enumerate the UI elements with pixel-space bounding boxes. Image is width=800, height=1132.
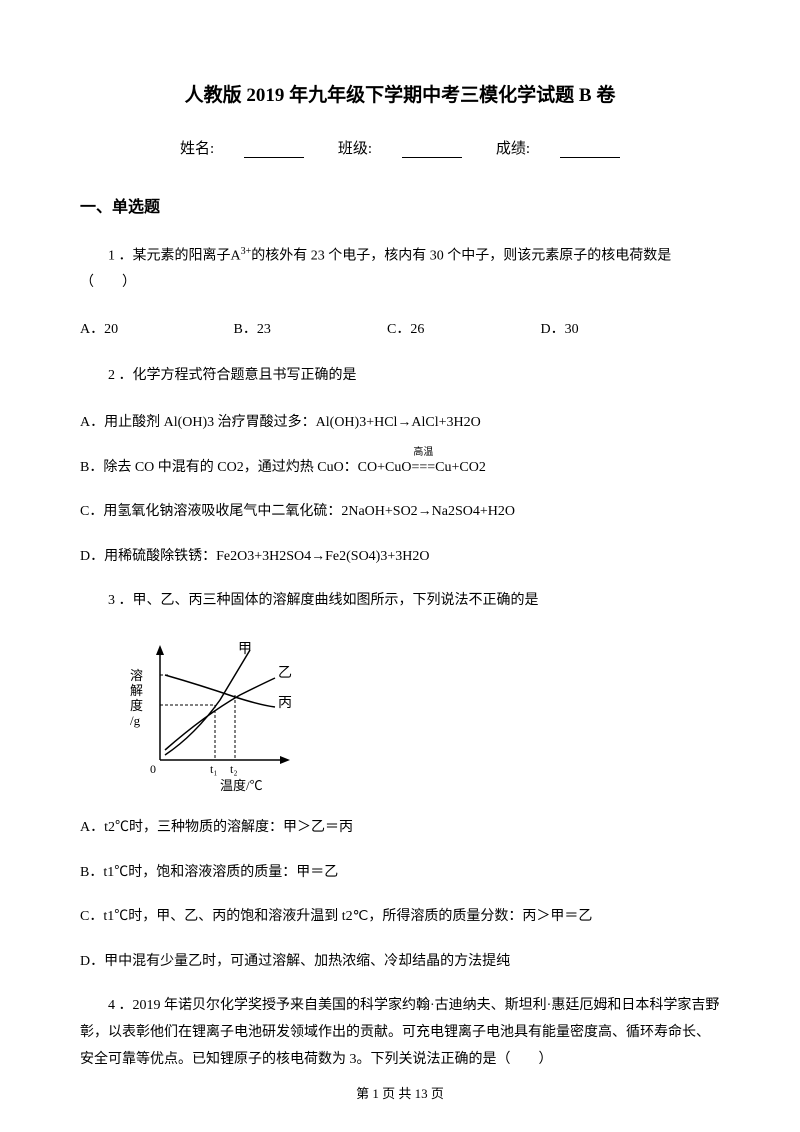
question-2: 2 ．化学方程式符合题意且书写正确的是 [80, 363, 720, 390]
class-blank [402, 144, 462, 158]
svg-text:/g: /g [130, 713, 141, 728]
q1-options: A．20 B．23 C．26 D．30 [80, 317, 720, 344]
svg-text:温度/℃: 温度/℃ [220, 778, 263, 793]
question-1: 1 ．某元素的阳离子A3+的核外有 23 个电子，核内有 30 个中子，则该元素… [80, 242, 720, 297]
q1-option-a: A．20 [80, 317, 230, 344]
q1-option-c: C．26 [387, 317, 537, 344]
svg-text:乙: 乙 [278, 665, 292, 681]
svg-text:解: 解 [130, 683, 143, 698]
q3-option-b: B．t1℃时，饱和溶液溶质的质量：甲＝乙 [80, 860, 720, 887]
q2-option-a: A．用止酸剂 Al(OH)3 治疗胃酸过多：Al(OH)3+HCl→AlCl+3… [80, 410, 720, 437]
svg-text:甲: 甲 [238, 642, 252, 657]
q2-option-d: D．用稀硫酸除铁锈：Fe2O3+3H2SO4→Fe2(SO4)3+3H2O [80, 544, 720, 571]
svg-text:度: 度 [130, 698, 143, 713]
name-label: 姓名: [180, 141, 214, 157]
q1-option-b: B．23 [234, 317, 384, 344]
question-3: 3 ．甲、乙、丙三种固体的溶解度曲线如图所示，下列说法不正确的是 [80, 588, 720, 615]
q2-option-b: B．除去 CO 中混有的 CO2，通过灼热 CuO：CO+CuO高温===Cu+… [80, 455, 720, 482]
question-4: 4 ．2019 年诺贝尔化学奖授予来自美国的科学家约翰·古迪纳夫、斯坦利·惠廷厄… [80, 993, 720, 1073]
section-header: 一、单选题 [80, 193, 720, 217]
q3-option-a: A．t2℃时，三种物质的溶解度：甲＞乙＝丙 [80, 815, 720, 842]
q2b-overtext: 高温 [413, 443, 433, 462]
q1-superscript: 3+ [241, 246, 252, 257]
svg-text:溶: 溶 [130, 668, 143, 683]
svg-text:t₂: t₂ [230, 762, 238, 776]
page-title: 人教版 2019 年九年级下学期中考三模化学试题 B 卷 [80, 80, 720, 107]
chart-svg: 溶 解 度 /g 0 甲 乙 丙 t₁ t₂ 温度/℃ [120, 635, 320, 795]
q1-text-pre: 1 ．某元素的阳离子A [108, 249, 241, 264]
solubility-chart: 溶 解 度 /g 0 甲 乙 丙 t₁ t₂ 温度/℃ [120, 635, 720, 795]
q2b-pre: B．除去 CO 中混有的 CO2，通过灼热 CuO：CO+CuO [80, 460, 411, 475]
svg-text:丙: 丙 [278, 696, 292, 711]
q3-option-d: D．甲中混有少量乙时，可通过溶解、加热浓缩、冷却结晶的方法提纯 [80, 949, 720, 976]
q3-option-c: C．t1℃时，甲、乙、丙的饱和溶液升温到 t2℃，所得溶质的质量分数：丙＞甲＝乙 [80, 904, 720, 931]
score-blank [560, 144, 620, 158]
score-label: 成绩: [496, 141, 530, 157]
class-label: 班级: [338, 141, 372, 157]
svg-text:0: 0 [150, 762, 156, 776]
q1-option-d: D．30 [541, 317, 641, 344]
q2b-post: Cu+CO2 [435, 460, 486, 475]
q2b-eq: === [411, 460, 435, 475]
svg-text:t₁: t₁ [210, 762, 218, 776]
page-footer: 第 1 页 共 13 页 [0, 1083, 800, 1102]
q2b-reaction-arrow: 高温=== [411, 455, 435, 482]
q2-option-c: C．用氢氧化钠溶液吸收尾气中二氧化硫：2NaOH+SO2→Na2SO4+H2O [80, 499, 720, 526]
student-info-row: 姓名: 班级: 成绩: [80, 137, 720, 158]
name-blank [244, 144, 304, 158]
